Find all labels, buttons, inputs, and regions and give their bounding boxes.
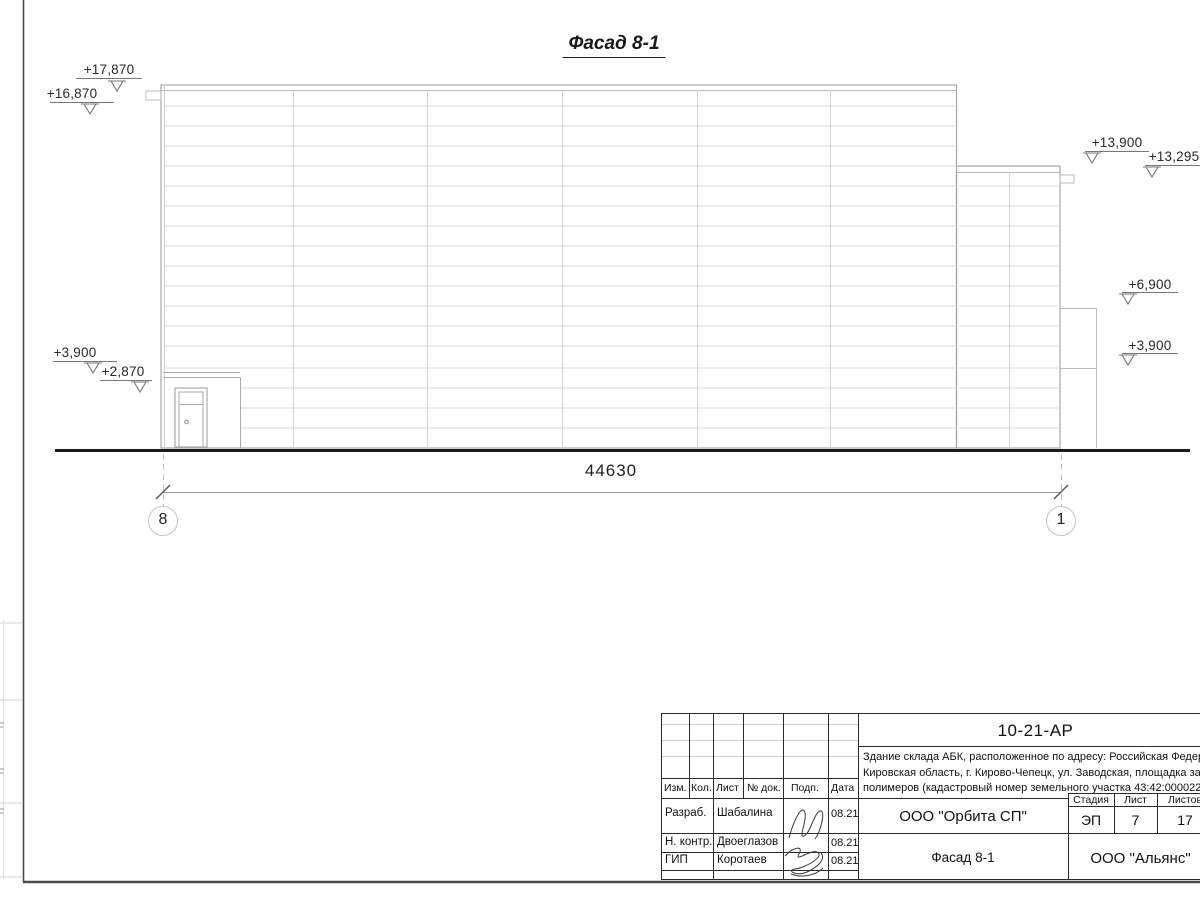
revision-row-line [662, 724, 858, 725]
entrance-door [163, 372, 241, 448]
col-list: Лист [716, 782, 739, 794]
description-line: Кировская область, г. Кирово-Чепецк, ул.… [863, 766, 1200, 779]
stage-value: ЭП [1080, 812, 1102, 828]
dimension-line [155, 454, 1069, 506]
col-podp: Подп. [791, 782, 819, 794]
stage-label: Стадия [1073, 794, 1109, 806]
doc-number: 10-21-АР [997, 721, 1074, 740]
grid-line [662, 798, 1068, 800]
description-line: полимеров (кадастровый номер земельного … [863, 782, 1200, 794]
overall-dimension: 44630 [584, 461, 638, 480]
right-parapet-tab [1059, 174, 1075, 184]
grid-line [1068, 806, 1200, 808]
revision-row-line [662, 756, 858, 757]
col-izm: Изм. [664, 782, 687, 794]
project-description: Здание склада АБК, расположенное по адре… [863, 750, 1200, 797]
title-block: 10-21-АР Здание склада АБК, расположенно… [661, 713, 1200, 880]
revision-row-line [662, 740, 858, 741]
grid-line [743, 714, 745, 798]
elevation-label: +3,900 [53, 345, 97, 360]
staff-name: Коротаев [717, 854, 767, 866]
grid-line [662, 833, 1200, 835]
staff-date: 08.21 [831, 837, 859, 849]
staff-role: ГИП [665, 854, 688, 866]
sheet-label: Лист [1124, 794, 1147, 806]
left-margin-stamp [0, 620, 23, 878]
grid-line [1114, 793, 1116, 833]
grid-line [662, 852, 858, 854]
grid-line [1068, 793, 1200, 795]
sheet-frame [22, 0, 1200, 884]
signature-scribbles [784, 809, 824, 877]
axis-bubble-1: 1 [1056, 511, 1066, 528]
facade-tall-section [145, 84, 958, 449]
elevation-label: +13,295 [1148, 149, 1200, 164]
staff-date: 08.21 [831, 855, 859, 867]
col-data: Дата [831, 782, 855, 794]
staff-date: 08.21 [831, 808, 859, 820]
axis-bubble-8: 8 [158, 511, 168, 528]
sheets-label: Листов [1167, 794, 1200, 806]
elevation-label: +13,900 [1091, 135, 1143, 150]
axis-bubbles [148, 506, 1076, 536]
grid-line [1068, 793, 1070, 879]
grid-line [828, 714, 830, 879]
grid-line [1157, 793, 1159, 833]
elevation-label: +2,870 [101, 364, 145, 379]
design-company: ООО "Орбита СП" [899, 808, 1027, 825]
grid-line [689, 714, 691, 798]
staff-role: Разраб. [665, 807, 707, 819]
staff-role: Н. контр. [665, 836, 713, 848]
staff-name: Двоеглазов [717, 836, 779, 848]
description-line: Здание склада АБК, расположенное по адре… [863, 751, 1200, 763]
facade-low-section [955, 165, 1097, 449]
staff-name: Шабалина [717, 807, 773, 819]
sheets-value: 17 [1177, 812, 1193, 828]
contractor-company: ООО "Альянс" [1090, 850, 1191, 867]
elevation-label: +16,870 [46, 86, 98, 101]
sheet-value: 7 [1131, 812, 1140, 828]
grid-line [662, 870, 858, 872]
grid-line [858, 714, 860, 879]
col-kol: Кол. [691, 782, 712, 794]
sheet-name: Фасад 8-1 [931, 850, 995, 865]
col-doc: № док. [747, 782, 781, 794]
elevation-label: +17,870 [83, 62, 135, 77]
elevation-marks [50, 77, 1200, 394]
grid-line [713, 714, 715, 879]
page-title: Фасад 8-1 [562, 33, 666, 58]
left-parapet-tab [145, 90, 162, 101]
signature-razrab [788, 809, 824, 840]
elevation-label: +3,900 [1128, 338, 1172, 353]
right-annex [1060, 308, 1097, 448]
elevation-label: +6,900 [1128, 277, 1172, 292]
signature-gip [784, 847, 824, 877]
grid-line [783, 714, 785, 879]
grid-line [662, 778, 858, 780]
grid-line [858, 746, 1200, 748]
